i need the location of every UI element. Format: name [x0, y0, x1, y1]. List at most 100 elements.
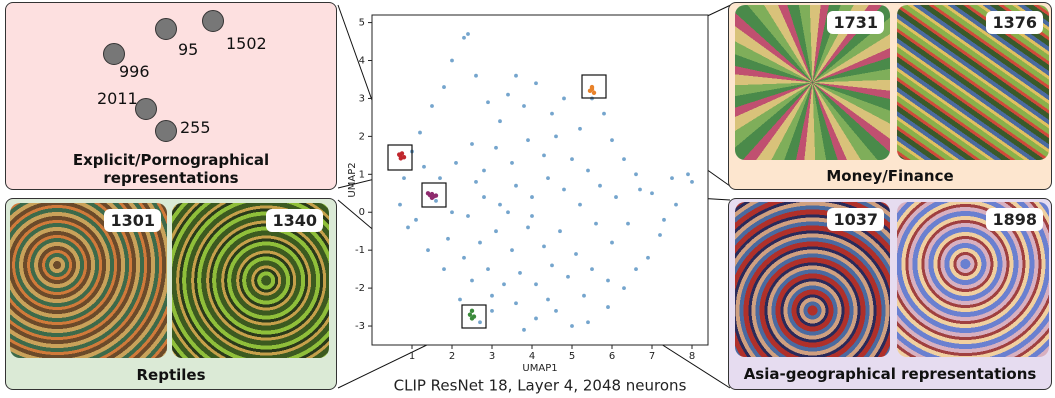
- point: [469, 316, 475, 321]
- point: [550, 111, 554, 116]
- point: [562, 96, 566, 101]
- x-tick-label: 8: [689, 351, 695, 362]
- point: [534, 282, 538, 287]
- point: [586, 320, 590, 325]
- point: [526, 225, 530, 230]
- point: [467, 312, 473, 317]
- point: [469, 308, 475, 314]
- panel-title: Reptiles: [136, 366, 206, 384]
- point: [458, 297, 462, 302]
- y-tick-label: 1: [359, 169, 365, 180]
- point: [462, 255, 466, 260]
- x-tick-label: 1: [409, 351, 415, 362]
- point: [398, 202, 402, 207]
- point: [433, 193, 439, 198]
- point: [402, 176, 406, 181]
- point: [426, 248, 430, 253]
- point: [690, 179, 694, 184]
- point: [586, 168, 590, 173]
- point: [578, 126, 582, 131]
- point: [578, 202, 582, 207]
- point: [494, 229, 498, 234]
- point: [546, 297, 550, 302]
- point: [422, 164, 426, 169]
- point: [514, 73, 518, 78]
- y-tick-label: 2: [359, 131, 365, 142]
- point: [446, 236, 450, 241]
- point: [510, 161, 514, 165]
- point: [610, 240, 614, 245]
- point: [502, 282, 506, 287]
- point: [598, 183, 602, 188]
- point: [534, 316, 538, 321]
- point: [470, 278, 474, 283]
- point: [474, 73, 478, 78]
- neuron-label: 1731: [827, 11, 884, 34]
- neuron-label: 1502: [226, 34, 267, 53]
- point: [430, 104, 434, 108]
- point: [397, 152, 402, 157]
- point: [582, 293, 586, 298]
- point: [606, 305, 610, 309]
- neuron-marker: [103, 43, 125, 65]
- point: [442, 267, 446, 272]
- point: [478, 240, 482, 245]
- point: [574, 252, 578, 256]
- point: [591, 90, 597, 95]
- point: [634, 267, 638, 272]
- point: [554, 308, 558, 313]
- point: [414, 217, 418, 222]
- zoom-box: [421, 182, 447, 208]
- panel-title: Explicit/Pornographical representations: [72, 151, 270, 187]
- point: [466, 32, 470, 36]
- point: [482, 168, 486, 173]
- point: [638, 187, 642, 192]
- point: [462, 35, 466, 40]
- neuron-label: 1898: [986, 208, 1043, 231]
- point: [522, 327, 526, 332]
- point: [514, 301, 518, 306]
- point: [554, 134, 558, 139]
- point: [558, 229, 562, 234]
- neuron-marker: [155, 18, 177, 40]
- point: [406, 225, 410, 230]
- point: [498, 202, 502, 207]
- point: [686, 172, 690, 177]
- x-tick-label: 4: [529, 351, 535, 362]
- y-tick-label: 0: [359, 207, 365, 218]
- neuron-label: 996: [119, 62, 150, 81]
- zoom-box: [581, 74, 607, 99]
- neuron-image: 1898: [897, 202, 1049, 357]
- point: [470, 142, 474, 146]
- point: [594, 221, 598, 226]
- point: [506, 210, 510, 215]
- point: [522, 104, 526, 108]
- y-tick-label: 5: [359, 18, 365, 29]
- y-tick-label: 3: [359, 93, 365, 104]
- neuron-label: 1376: [986, 11, 1043, 34]
- point: [626, 221, 630, 226]
- point: [622, 157, 626, 162]
- neuron-image: 1340: [172, 203, 329, 358]
- neuron-image: 1037: [735, 202, 890, 357]
- point: [418, 130, 422, 135]
- point: [606, 278, 610, 283]
- point: [562, 187, 566, 192]
- neuron-marker: [135, 98, 157, 120]
- point: [670, 176, 674, 181]
- panel-title: Money/Finance: [826, 167, 954, 185]
- point: [546, 176, 550, 181]
- x-tick-label: 6: [609, 351, 615, 362]
- point: [482, 195, 486, 199]
- zoom-boxes: [387, 74, 607, 329]
- point: [610, 138, 614, 143]
- point: [614, 195, 618, 199]
- zoom-box: [461, 304, 487, 329]
- point: [570, 324, 574, 328]
- zoom-box: [387, 144, 413, 171]
- point: [486, 267, 490, 272]
- point: [622, 286, 626, 291]
- point: [398, 156, 403, 161]
- point: [506, 92, 510, 97]
